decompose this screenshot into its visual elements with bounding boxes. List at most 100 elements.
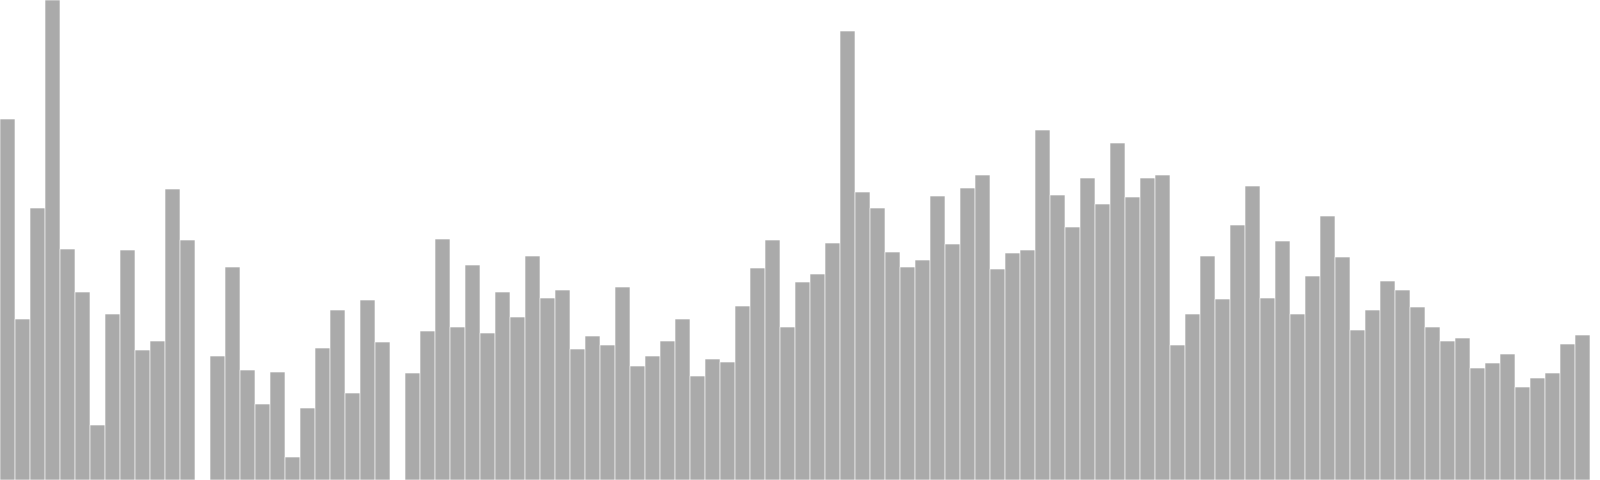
- bar-81: [1214, 298, 1231, 480]
- bar-46: [689, 375, 706, 480]
- bar-85: [1274, 240, 1291, 480]
- bar-60: [899, 266, 916, 480]
- bar-39: [584, 335, 601, 480]
- bar-68: [1019, 249, 1036, 480]
- bar-38: [569, 348, 586, 480]
- bar-12: [179, 239, 196, 480]
- bar-79: [1184, 313, 1201, 480]
- bar-7: [104, 313, 121, 480]
- bar-14: [209, 355, 226, 480]
- bar-99: [1484, 362, 1501, 480]
- bar-54: [809, 273, 826, 480]
- bar-87: [1304, 275, 1321, 480]
- bar-93: [1394, 289, 1411, 480]
- bar-52: [779, 326, 796, 480]
- bar-69: [1034, 129, 1051, 480]
- bar-35: [524, 255, 541, 480]
- bar-30: [449, 326, 466, 480]
- bar-83: [1244, 185, 1261, 480]
- bar-27: [404, 372, 421, 480]
- bar-45: [674, 318, 691, 480]
- bar-24: [359, 299, 376, 480]
- bar-28: [419, 330, 436, 480]
- bar-23: [344, 392, 361, 480]
- bar-98: [1469, 367, 1486, 480]
- bar-91: [1364, 309, 1381, 480]
- bar-78: [1169, 344, 1186, 480]
- bar-37: [554, 289, 571, 480]
- bar-6: [89, 424, 106, 480]
- bar-20: [299, 407, 316, 480]
- bar-15: [224, 266, 241, 480]
- bar-48: [719, 361, 736, 480]
- bar-86: [1289, 313, 1306, 480]
- bar-40: [599, 344, 616, 480]
- bar-19: [284, 456, 301, 480]
- bar-80: [1199, 255, 1216, 480]
- bar-66: [989, 268, 1006, 480]
- bar-92: [1379, 280, 1396, 480]
- bar-70: [1049, 194, 1066, 480]
- bar-102: [1529, 377, 1546, 480]
- bar-33: [494, 291, 511, 480]
- bar-94: [1409, 306, 1426, 480]
- bar-49: [734, 305, 751, 480]
- bar-10: [149, 340, 166, 480]
- bar-104: [1559, 343, 1576, 480]
- bar-3: [44, 0, 61, 480]
- bar-16: [239, 369, 256, 480]
- bar-95: [1424, 326, 1441, 480]
- bar-61: [914, 259, 931, 480]
- bar-29: [434, 238, 451, 480]
- bar-8: [119, 249, 136, 480]
- bar-18: [269, 371, 286, 480]
- bar-42: [629, 365, 646, 480]
- bar-53: [794, 281, 811, 480]
- bar-59: [884, 251, 901, 480]
- bar-22: [329, 309, 346, 480]
- bar-101: [1514, 386, 1531, 480]
- bar-97: [1454, 337, 1471, 480]
- bar-67: [1004, 252, 1021, 480]
- bar-50: [749, 267, 766, 480]
- bar-103: [1544, 372, 1561, 480]
- bar-41: [614, 286, 631, 480]
- bar-21: [314, 347, 331, 480]
- bar-32: [479, 332, 496, 480]
- bar-84: [1259, 297, 1276, 480]
- bar-100: [1499, 353, 1516, 480]
- bar-25: [374, 341, 391, 480]
- bar-5: [74, 291, 91, 480]
- bar-77: [1154, 174, 1171, 480]
- bar-47: [704, 358, 721, 480]
- bar-36: [539, 297, 556, 480]
- bar-43: [644, 355, 661, 480]
- bar-57: [854, 191, 871, 480]
- bar-90: [1349, 329, 1366, 480]
- bar-71: [1064, 226, 1081, 480]
- bar-76: [1139, 177, 1156, 480]
- bar-75: [1124, 196, 1141, 480]
- bar-2: [29, 207, 46, 480]
- bar-105: [1574, 334, 1591, 480]
- bar-72: [1079, 177, 1096, 480]
- bar-58: [869, 207, 886, 480]
- bar-82: [1229, 224, 1246, 480]
- bar-1: [14, 318, 31, 480]
- bar-73: [1094, 203, 1111, 480]
- bar-64: [959, 187, 976, 480]
- bar-55: [824, 242, 841, 480]
- bar-0: [0, 118, 16, 480]
- bar-96: [1439, 340, 1456, 480]
- bar-4: [59, 248, 76, 480]
- bar-11: [164, 188, 181, 480]
- bar-31: [464, 264, 481, 480]
- bar-88: [1319, 215, 1336, 480]
- bar-51: [764, 239, 781, 480]
- bar-62: [929, 195, 946, 480]
- bar-34: [509, 316, 526, 480]
- bar-17: [254, 403, 271, 480]
- bar-63: [944, 243, 961, 480]
- bar-65: [974, 174, 991, 480]
